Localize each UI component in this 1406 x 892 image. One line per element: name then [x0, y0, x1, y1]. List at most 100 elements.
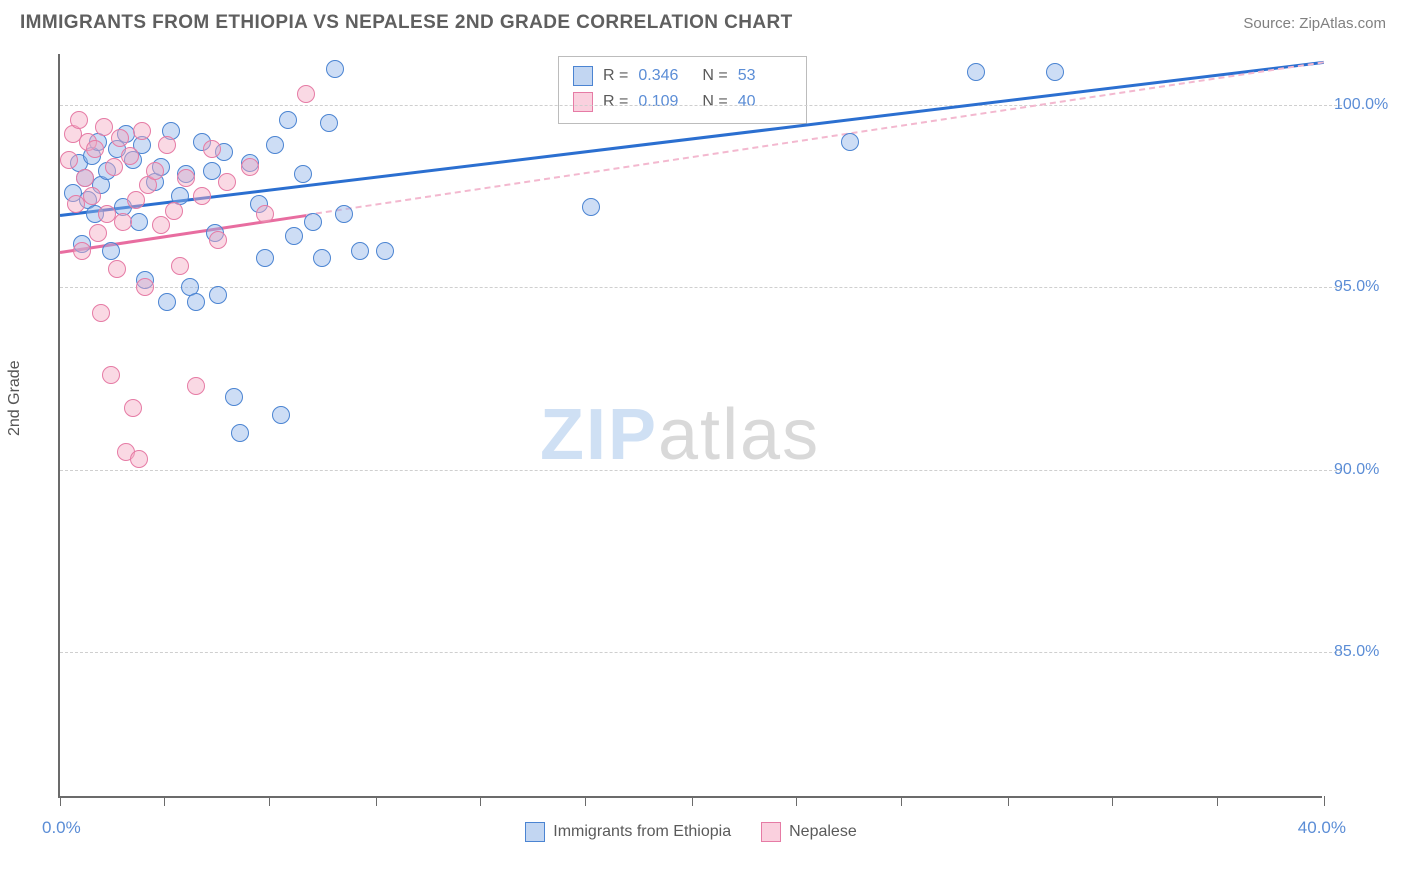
series-legend: Immigrants from Ethiopia Nepalese: [60, 822, 1322, 842]
y-tick-label: 85.0%: [1334, 643, 1404, 661]
gridline: [60, 287, 1342, 288]
x-tick: [376, 796, 377, 806]
swatch-ethiopia: [573, 66, 593, 86]
data-point-nepalese: [297, 85, 315, 103]
data-point-nepalese: [105, 158, 123, 176]
y-axis-label: 2nd Grade: [6, 360, 24, 436]
data-point-nepalese: [209, 231, 227, 249]
r-value-ethiopia: 0.346: [638, 67, 692, 85]
x-tick: [692, 796, 693, 806]
data-point-nepalese: [187, 377, 205, 395]
data-point-nepalese: [60, 151, 78, 169]
data-point-nepalese: [193, 187, 211, 205]
data-point-nepalese: [121, 147, 139, 165]
data-point-ethiopia: [130, 213, 148, 231]
chart-title: IMMIGRANTS FROM ETHIOPIA VS NEPALESE 2ND…: [20, 12, 793, 34]
data-point-nepalese: [86, 140, 104, 158]
stats-legend: R = 0.346 N = 53 R = 0.109 N = 40: [558, 56, 807, 124]
x-tick: [164, 796, 165, 806]
data-point-ethiopia: [187, 293, 205, 311]
data-point-nepalese: [92, 304, 110, 322]
x-tick: [1217, 796, 1218, 806]
watermark: ZIPatlas: [540, 394, 820, 476]
data-point-ethiopia: [272, 406, 290, 424]
x-tick: [269, 796, 270, 806]
watermark-zip: ZIP: [540, 395, 658, 475]
data-point-nepalese: [70, 111, 88, 129]
legend-item-nepalese: Nepalese: [761, 822, 857, 842]
data-point-ethiopia: [351, 242, 369, 260]
gridline: [60, 652, 1342, 653]
data-point-ethiopia: [285, 227, 303, 245]
data-point-nepalese: [158, 136, 176, 154]
x-tick: [1324, 796, 1325, 806]
data-point-nepalese: [152, 216, 170, 234]
data-point-ethiopia: [320, 114, 338, 132]
data-point-nepalese: [133, 122, 151, 140]
source-label: Source:: [1243, 15, 1299, 32]
swatch-nepalese: [573, 92, 593, 112]
data-point-nepalese: [124, 399, 142, 417]
x-tick: [796, 796, 797, 806]
data-point-nepalese: [256, 205, 274, 223]
data-point-ethiopia: [256, 249, 274, 267]
data-point-nepalese: [136, 278, 154, 296]
x-tick: [480, 796, 481, 806]
data-point-ethiopia: [209, 286, 227, 304]
chart-header: IMMIGRANTS FROM ETHIOPIA VS NEPALESE 2ND…: [0, 0, 1406, 46]
data-point-nepalese: [111, 129, 129, 147]
n-label: N =: [702, 67, 727, 85]
data-point-nepalese: [177, 169, 195, 187]
stats-row-nepalese: R = 0.109 N = 40: [573, 89, 792, 115]
data-point-ethiopia: [326, 60, 344, 78]
data-point-ethiopia: [841, 133, 859, 151]
data-point-nepalese: [73, 242, 91, 260]
gridline: [60, 105, 1342, 106]
r-label: R =: [603, 93, 628, 111]
data-point-nepalese: [130, 450, 148, 468]
data-point-ethiopia: [1046, 63, 1064, 81]
stats-row-ethiopia: R = 0.346 N = 53: [573, 63, 792, 89]
data-point-ethiopia: [225, 388, 243, 406]
data-point-ethiopia: [304, 213, 322, 231]
data-point-ethiopia: [203, 162, 221, 180]
x-tick: [585, 796, 586, 806]
r-label: R =: [603, 67, 628, 85]
y-tick-label: 95.0%: [1334, 278, 1404, 296]
r-value-nepalese: 0.109: [638, 93, 692, 111]
data-point-nepalese: [218, 173, 236, 191]
data-point-ethiopia: [266, 136, 284, 154]
y-tick-label: 90.0%: [1334, 461, 1404, 479]
n-value-nepalese: 40: [738, 93, 792, 111]
x-tick: [901, 796, 902, 806]
trend-line: [306, 61, 1324, 216]
data-point-nepalese: [203, 140, 221, 158]
swatch-pink: [761, 822, 781, 842]
data-point-nepalese: [146, 162, 164, 180]
x-tick: [1112, 796, 1113, 806]
plot-area: ZIPatlas R = 0.346 N = 53 R = 0.109 N = …: [58, 54, 1322, 798]
legend-item-ethiopia: Immigrants from Ethiopia: [525, 822, 731, 842]
data-point-ethiopia: [582, 198, 600, 216]
source-name: ZipAtlas.com: [1299, 15, 1386, 32]
data-point-ethiopia: [279, 111, 297, 129]
data-point-ethiopia: [313, 249, 331, 267]
legend-label-nepalese: Nepalese: [789, 823, 857, 841]
data-point-ethiopia: [376, 242, 394, 260]
data-point-nepalese: [171, 257, 189, 275]
data-point-nepalese: [165, 202, 183, 220]
data-point-ethiopia: [102, 242, 120, 260]
legend-label-ethiopia: Immigrants from Ethiopia: [553, 823, 731, 841]
data-point-nepalese: [241, 158, 259, 176]
data-point-nepalese: [127, 191, 145, 209]
x-tick: [1008, 796, 1009, 806]
data-point-ethiopia: [158, 293, 176, 311]
data-point-ethiopia: [335, 205, 353, 223]
watermark-atlas: atlas: [658, 395, 820, 475]
data-point-nepalese: [76, 169, 94, 187]
data-point-nepalese: [83, 187, 101, 205]
swatch-ethiopia: [525, 822, 545, 842]
chart-source: Source: ZipAtlas.com: [1243, 15, 1386, 32]
data-point-nepalese: [108, 260, 126, 278]
data-point-nepalese: [102, 366, 120, 384]
